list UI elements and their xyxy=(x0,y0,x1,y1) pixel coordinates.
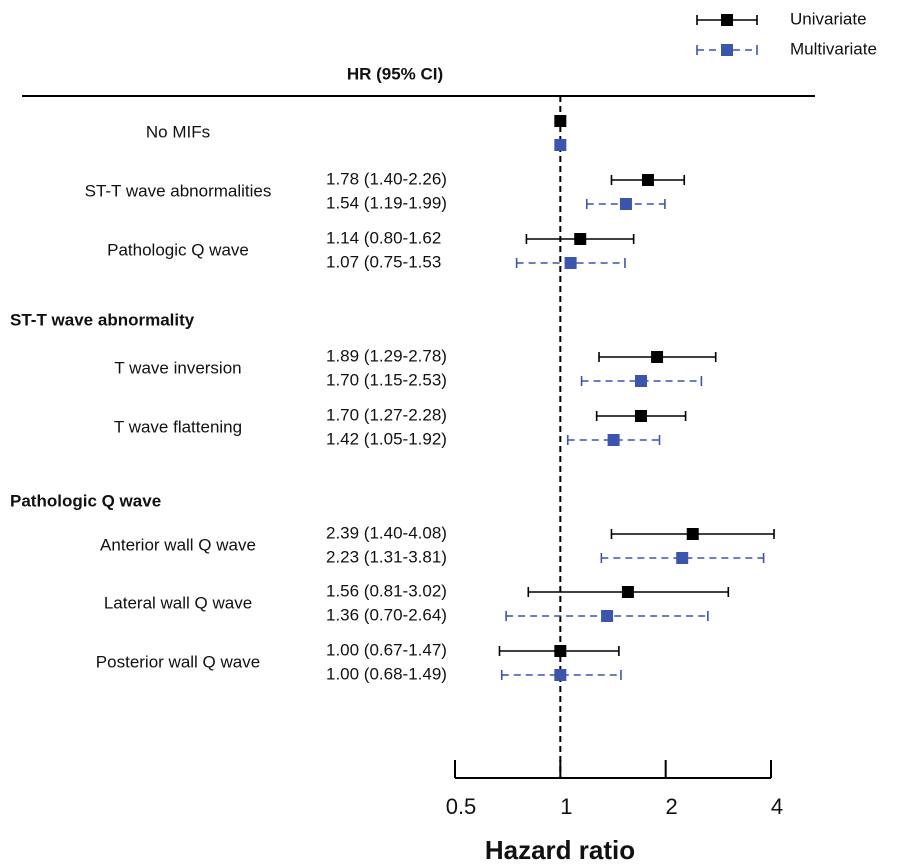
legend-label: Multivariate xyxy=(790,39,877,58)
hr-marker xyxy=(554,669,567,681)
hr-marker xyxy=(564,257,577,269)
hr-ci-label: 1.89 (1.29-2.78) xyxy=(326,346,447,365)
category-label: Pathologic Q wave xyxy=(107,240,249,259)
x-tick-label: 0.5 xyxy=(446,794,477,819)
group-heading: Pathologic Q wave xyxy=(10,491,161,510)
hr-ci-label: 1.70 (1.27-2.28) xyxy=(326,405,447,424)
hr-ci-label: 2.39 (1.40-4.08) xyxy=(326,523,447,542)
category-label: Posterior wall Q wave xyxy=(96,652,260,671)
hr-marker xyxy=(686,528,699,540)
hr-marker xyxy=(651,351,664,363)
legend-marker xyxy=(721,44,733,56)
x-tick-label: 4 xyxy=(771,794,783,819)
hr-marker xyxy=(601,610,614,622)
hr-ci-label: 1.00 (0.68-1.49) xyxy=(326,664,447,683)
hr-ci-label: 1.54 (1.19-1.99) xyxy=(326,193,447,212)
hr-ci-label: 1.70 (1.15-2.53) xyxy=(326,370,447,389)
x-tick-label: 1 xyxy=(560,794,572,819)
legend-marker xyxy=(721,14,733,26)
hr-ci-label: 1.42 (1.05-1.92) xyxy=(326,429,447,448)
hr-marker xyxy=(634,410,647,422)
hr-ci-label: 1.07 (0.75-1.53 xyxy=(326,252,441,271)
hr-marker xyxy=(619,198,632,210)
hr-marker xyxy=(621,586,634,598)
category-label: Lateral wall Q wave xyxy=(104,593,252,612)
hr-marker xyxy=(641,174,654,186)
hr-marker xyxy=(574,233,587,245)
hr-marker xyxy=(554,139,567,151)
category-label: T wave flattening xyxy=(114,417,242,436)
hr-ci-label: 1.00 (0.67-1.47) xyxy=(326,640,447,659)
hr-marker xyxy=(554,645,567,657)
hr-ci-label: 1.36 (0.70-2.64) xyxy=(326,605,447,624)
legend-label: Univariate xyxy=(790,9,867,28)
x-axis-title: Hazard ratio xyxy=(485,835,635,865)
hr-marker xyxy=(676,552,689,564)
category-label: Anterior wall Q wave xyxy=(100,535,256,554)
hr-ci-label: 2.23 (1.31-3.81) xyxy=(326,547,447,566)
hr-ci-label: 1.56 (0.81-3.02) xyxy=(326,581,447,600)
header: HR (95% CI) xyxy=(347,64,443,83)
x-tick-label: 2 xyxy=(666,794,678,819)
hr-ci-label: 1.14 (0.80-1.62 xyxy=(326,228,441,247)
hr-marker xyxy=(554,115,567,127)
hr-ci-label: 1.78 (1.40-2.26) xyxy=(326,169,447,188)
category-label: T wave inversion xyxy=(114,358,241,377)
hr-marker xyxy=(634,375,647,387)
hr-marker xyxy=(607,434,620,446)
category-label: ST-T wave abnormalities xyxy=(85,181,272,200)
group-heading: ST-T wave abnormality xyxy=(10,310,195,329)
category-label: No MIFs xyxy=(146,122,210,141)
